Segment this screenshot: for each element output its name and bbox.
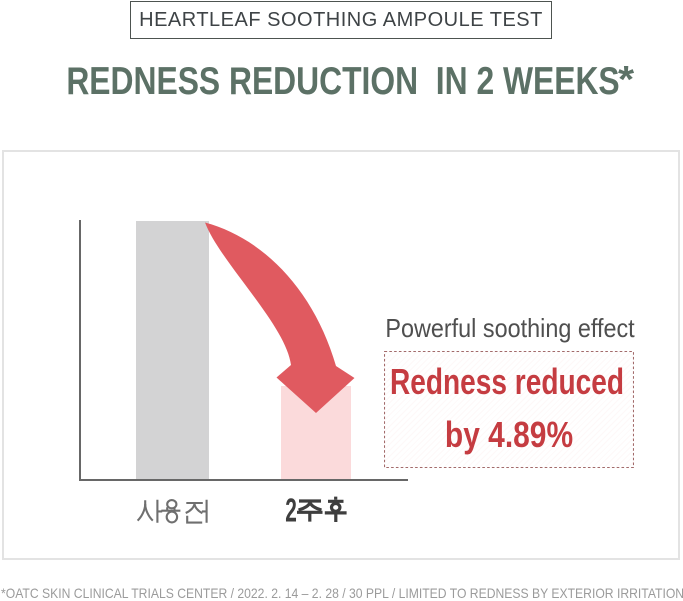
svg-text:2: 2 [285, 494, 297, 526]
